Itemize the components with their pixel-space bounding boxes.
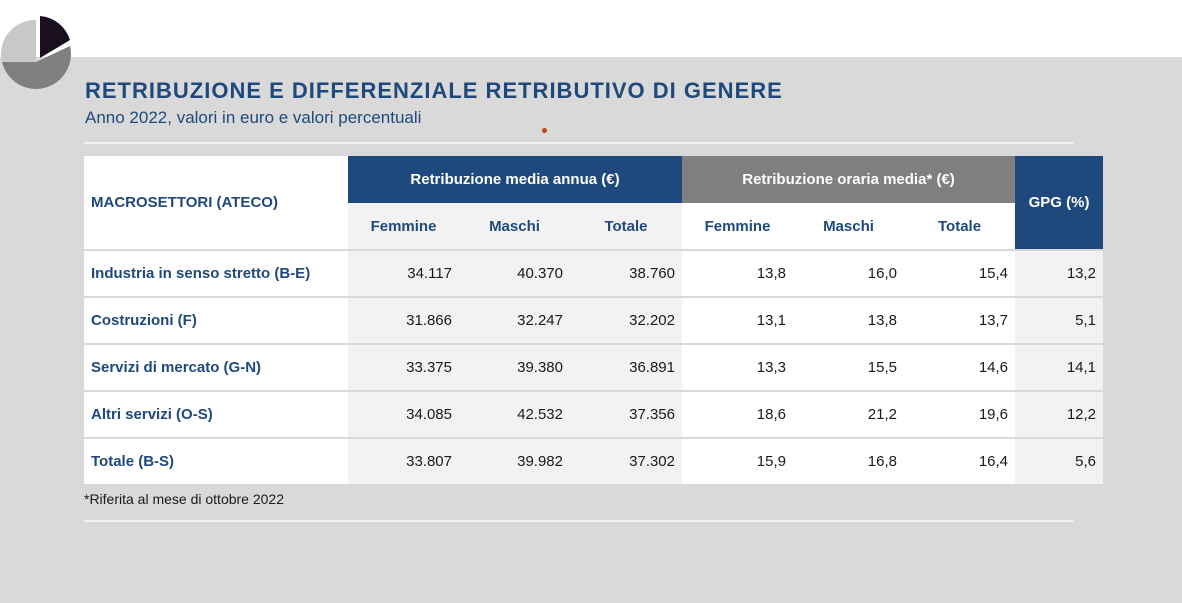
cell-gpg: 5,1 xyxy=(1015,296,1104,344)
cell-annual-female: 31.866 xyxy=(348,296,459,344)
pie-chart-logo-icon xyxy=(1,16,71,89)
cell-gpg: 12,2 xyxy=(1015,390,1104,438)
cell-annual-male: 39.982 xyxy=(459,437,570,484)
cell-hourly-female: 13,1 xyxy=(682,296,793,344)
row-label: Industria in senso stretto (B-E) xyxy=(84,249,348,297)
cell-hourly-total: 13,7 xyxy=(904,296,1016,344)
cell-annual-total: 37.302 xyxy=(570,437,682,484)
sub-header-annual-female: Femmine xyxy=(348,203,459,250)
cell-hourly-total: 16,4 xyxy=(904,437,1016,484)
page-subtitle: Anno 2022, valori in euro e valori perce… xyxy=(85,108,422,127)
row-label: Servizi di mercato (G-N) xyxy=(84,343,348,391)
row-label: Totale (B-S) xyxy=(84,437,348,484)
cell-hourly-male: 16,0 xyxy=(793,249,904,297)
cell-annual-total: 37.356 xyxy=(570,390,682,438)
wage-table: MACROSETTORI (ATECO) Retribuzione media … xyxy=(84,156,1104,484)
row-header-label: MACROSETTORI (ATECO) xyxy=(84,156,348,250)
cell-hourly-total: 19,6 xyxy=(904,390,1016,438)
table-row: Costruzioni (F) 31.866 32.247 32.202 13,… xyxy=(84,296,1104,344)
cell-annual-total: 32.202 xyxy=(570,296,682,344)
cell-hourly-total: 14,6 xyxy=(904,343,1016,391)
row-label: Costruzioni (F) xyxy=(84,296,348,344)
cell-hourly-male: 16,8 xyxy=(793,437,904,484)
table-row: Altri servizi (O-S) 34.085 42.532 37.356… xyxy=(84,390,1104,438)
cell-gpg: 13,2 xyxy=(1015,249,1104,297)
cell-annual-male: 42.532 xyxy=(459,390,570,438)
cell-annual-female: 34.085 xyxy=(348,390,459,438)
sub-header-annual-male: Maschi xyxy=(459,203,570,250)
cell-gpg: 14,1 xyxy=(1015,343,1104,391)
row-label: Altri servizi (O-S) xyxy=(84,390,348,438)
cell-hourly-male: 15,5 xyxy=(793,343,904,391)
sub-header-hourly-male: Maschi xyxy=(793,203,904,250)
footnote: *Riferita al mese di ottobre 2022 xyxy=(84,491,284,507)
sub-header-annual-total: Totale xyxy=(570,203,682,250)
divider-top xyxy=(84,142,1073,144)
group-header-hourly: Retribuzione oraria media* (€) xyxy=(682,156,1016,203)
cell-annual-female: 33.375 xyxy=(348,343,459,391)
cell-annual-total: 38.760 xyxy=(570,249,682,297)
divider-bottom xyxy=(84,520,1073,522)
cell-hourly-female: 18,6 xyxy=(682,390,793,438)
page-title: RETRIBUZIONE E DIFFERENZIALE RETRIBUTIVO… xyxy=(85,78,783,103)
sub-header-hourly-female: Femmine xyxy=(682,203,793,250)
table-row: Industria in senso stretto (B-E) 34.117 … xyxy=(84,249,1104,297)
header-row-sub: Femmine Maschi Totale Femmine Maschi Tot… xyxy=(84,203,1103,250)
cell-annual-male: 40.370 xyxy=(459,249,570,297)
cell-annual-male: 32.247 xyxy=(459,296,570,344)
cell-annual-total: 36.891 xyxy=(570,343,682,391)
cell-hourly-female: 13,8 xyxy=(682,249,793,297)
header-row-groups: MACROSETTORI (ATECO) Retribuzione media … xyxy=(84,156,1104,250)
cell-annual-male: 39.380 xyxy=(459,343,570,391)
cell-hourly-female: 13,3 xyxy=(682,343,793,391)
cell-hourly-total: 15,4 xyxy=(904,249,1016,297)
sub-header-hourly-total: Totale xyxy=(904,203,1016,250)
cell-hourly-female: 15,9 xyxy=(682,437,793,484)
group-header-annual: Retribuzione media annua (€) xyxy=(348,156,682,203)
cell-annual-female: 34.117 xyxy=(348,249,459,297)
table-row-total: Totale (B-S) 33.807 39.982 37.302 15,9 1… xyxy=(84,437,1104,484)
cell-hourly-male: 21,2 xyxy=(793,390,904,438)
group-header-gpg: GPG (%) xyxy=(1015,156,1104,250)
decorative-dot xyxy=(542,128,547,133)
cell-annual-female: 33.807 xyxy=(348,437,459,484)
table-row: Servizi di mercato (G-N) 33.375 39.380 3… xyxy=(84,343,1104,391)
cell-hourly-male: 13,8 xyxy=(793,296,904,344)
cell-gpg: 5,6 xyxy=(1015,437,1104,484)
